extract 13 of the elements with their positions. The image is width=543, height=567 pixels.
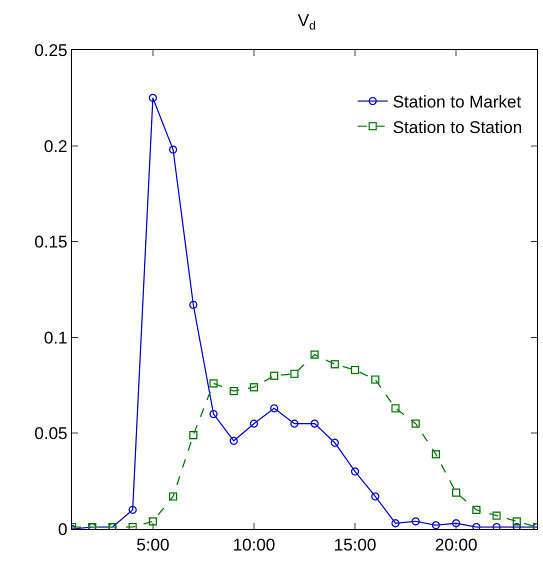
x-tick-label: 20:00: [434, 536, 478, 554]
legend-label: Station to Station: [392, 118, 522, 137]
y-tick-label: 0.2: [44, 136, 68, 156]
legend-label: Station to Market: [392, 92, 522, 112]
y-tick-label: 0.15: [34, 232, 68, 252]
chart-title: V$_{d}$: [298, 11, 316, 33]
x-tick-label: 5:00: [136, 536, 170, 554]
y-tick-label: 0.05: [34, 424, 68, 444]
y-tick-label: 0.1: [44, 328, 68, 348]
x-tick-label: 15:00: [334, 536, 376, 554]
y-tick-label: 0.25: [34, 40, 68, 60]
x-tick-label: 10:00: [232, 536, 276, 554]
y-tick-label: 0: [58, 520, 68, 539]
